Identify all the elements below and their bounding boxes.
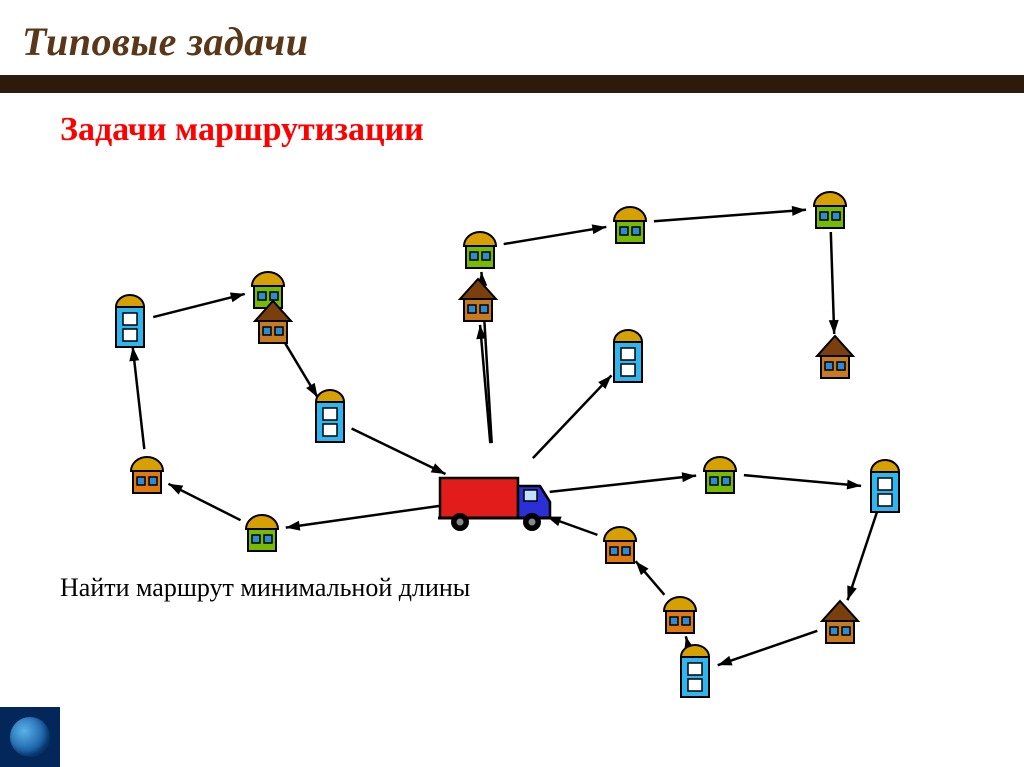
- node-n7: [464, 232, 496, 268]
- node-n11: [817, 336, 853, 378]
- node-n6: [246, 515, 278, 551]
- node-n8: [460, 279, 496, 321]
- globe-icon: [10, 717, 50, 757]
- page-title: Типовые задачи: [22, 18, 1024, 65]
- node-n16: [822, 601, 858, 643]
- node-n2: [252, 272, 284, 308]
- node-n13: [704, 457, 736, 493]
- routing-diagram: [0, 93, 1024, 753]
- node-n15: [604, 527, 636, 563]
- node-n17: [681, 645, 709, 697]
- divider: [0, 75, 1024, 93]
- slide: Типовые задачи Задачи маршрутизации Найт…: [0, 0, 1024, 767]
- truck-icon: [438, 478, 552, 531]
- node-n4: [316, 390, 344, 442]
- node-n10: [614, 207, 646, 243]
- nodes: [116, 192, 899, 697]
- diagram-caption: Найти маршрут минимальной длины: [60, 573, 470, 603]
- node-n5: [131, 457, 163, 493]
- content-area: Задачи маршрутизации Найти маршрут миним…: [0, 93, 1024, 760]
- footer-logo: [0, 707, 60, 767]
- node-n18: [664, 597, 696, 633]
- title-bar: Типовые задачи: [0, 0, 1024, 75]
- node-n14: [871, 460, 899, 512]
- node-n9: [614, 330, 642, 382]
- node-n1: [116, 295, 144, 347]
- node-n12: [814, 192, 846, 228]
